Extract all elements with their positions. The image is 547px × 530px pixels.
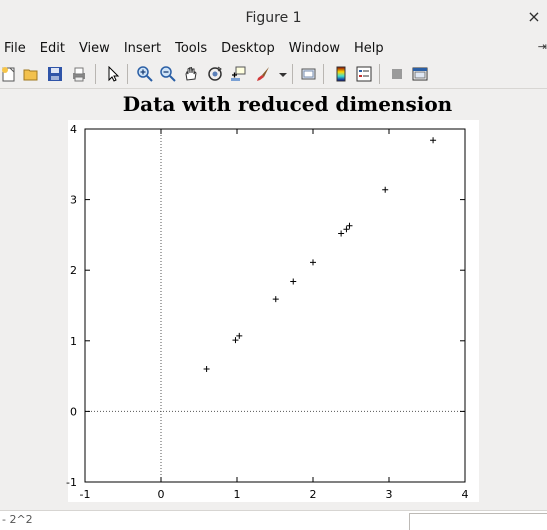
background-console: - 2^2 xyxy=(0,510,547,530)
data-point xyxy=(343,226,350,233)
toolbar-separator xyxy=(292,64,293,84)
data-point xyxy=(272,296,279,303)
menu-insert[interactable]: Insert xyxy=(123,40,162,56)
hide-plot-tools-icon[interactable] xyxy=(388,65,405,82)
y-tick-label: 0 xyxy=(70,405,77,418)
new-figure-icon[interactable] xyxy=(0,65,17,82)
toolbar-separator xyxy=(95,64,96,84)
menu-edit[interactable]: Edit xyxy=(39,40,65,56)
x-tick-label: -1 xyxy=(80,488,91,501)
show-plot-tools-icon[interactable] xyxy=(411,65,428,82)
open-folder-icon[interactable] xyxy=(22,65,39,82)
y-tick-label: 3 xyxy=(70,194,77,207)
pointer-icon[interactable] xyxy=(104,65,121,82)
menu-desktop[interactable]: Desktop xyxy=(221,40,275,56)
axes-background xyxy=(68,120,479,502)
menu-view[interactable]: View xyxy=(78,40,110,56)
menu-file[interactable]: File xyxy=(4,40,26,56)
data-point xyxy=(430,137,437,144)
data-point xyxy=(346,222,353,229)
menu-overflow-icon[interactable]: ⇥ xyxy=(537,40,547,53)
data-point xyxy=(382,186,389,193)
toolbar-separator xyxy=(127,64,128,84)
x-tick-label: 4 xyxy=(462,488,469,501)
menu-bar: File Edit View Insert Tools Desktop Wind… xyxy=(0,37,547,59)
y-tick-label: 2 xyxy=(70,264,77,277)
data-point xyxy=(338,230,345,237)
x-tick-label: 0 xyxy=(158,488,165,501)
brush-icon[interactable] xyxy=(254,65,271,82)
colorbar-icon[interactable] xyxy=(332,65,349,82)
y-tick-label: -1 xyxy=(66,476,77,489)
save-icon[interactable] xyxy=(46,65,63,82)
console-text: - 2^2 xyxy=(2,513,33,526)
x-tick-label: 3 xyxy=(386,488,393,501)
y-tick-label: 1 xyxy=(70,335,77,348)
pan-icon[interactable] xyxy=(182,65,199,82)
chart-title: Data with reduced dimension xyxy=(122,92,453,116)
data-point xyxy=(203,366,210,373)
data-point xyxy=(310,259,316,266)
zoom-in-icon[interactable] xyxy=(136,65,153,82)
legend-icon[interactable] xyxy=(355,65,372,82)
console-panel xyxy=(409,513,547,530)
toolbar-separator xyxy=(379,64,380,84)
toolbar-separator xyxy=(323,64,324,84)
menu-tools[interactable]: Tools xyxy=(175,40,208,56)
y-tick-label: 4 xyxy=(70,123,77,136)
x-tick-label: 2 xyxy=(310,488,317,501)
menu-help[interactable]: Help xyxy=(354,40,384,56)
title-bar: Figure 1 × xyxy=(0,0,547,36)
menu-window[interactable]: Window xyxy=(288,40,341,56)
data-cursor-icon[interactable] xyxy=(229,65,246,82)
data-point xyxy=(290,278,297,285)
dropdown-icon[interactable] xyxy=(274,65,291,82)
toolbar xyxy=(0,60,547,89)
data-point xyxy=(236,332,243,339)
scatter-chart[interactable]: -1 0 1 2 3 4 -1 0 1 2 3 4 xyxy=(0,0,547,510)
link-icon[interactable] xyxy=(300,65,317,82)
rotate-icon[interactable] xyxy=(206,65,223,82)
x-tick-label: 1 xyxy=(234,488,241,501)
axes-frame xyxy=(84,128,466,483)
print-icon[interactable] xyxy=(70,65,87,82)
close-button[interactable]: × xyxy=(527,7,541,26)
window-title: Figure 1 xyxy=(245,10,302,26)
figure-window: Figure 1 × File Edit View Insert Tools D… xyxy=(0,0,547,510)
zoom-out-icon[interactable] xyxy=(159,65,176,82)
data-point xyxy=(232,337,239,344)
